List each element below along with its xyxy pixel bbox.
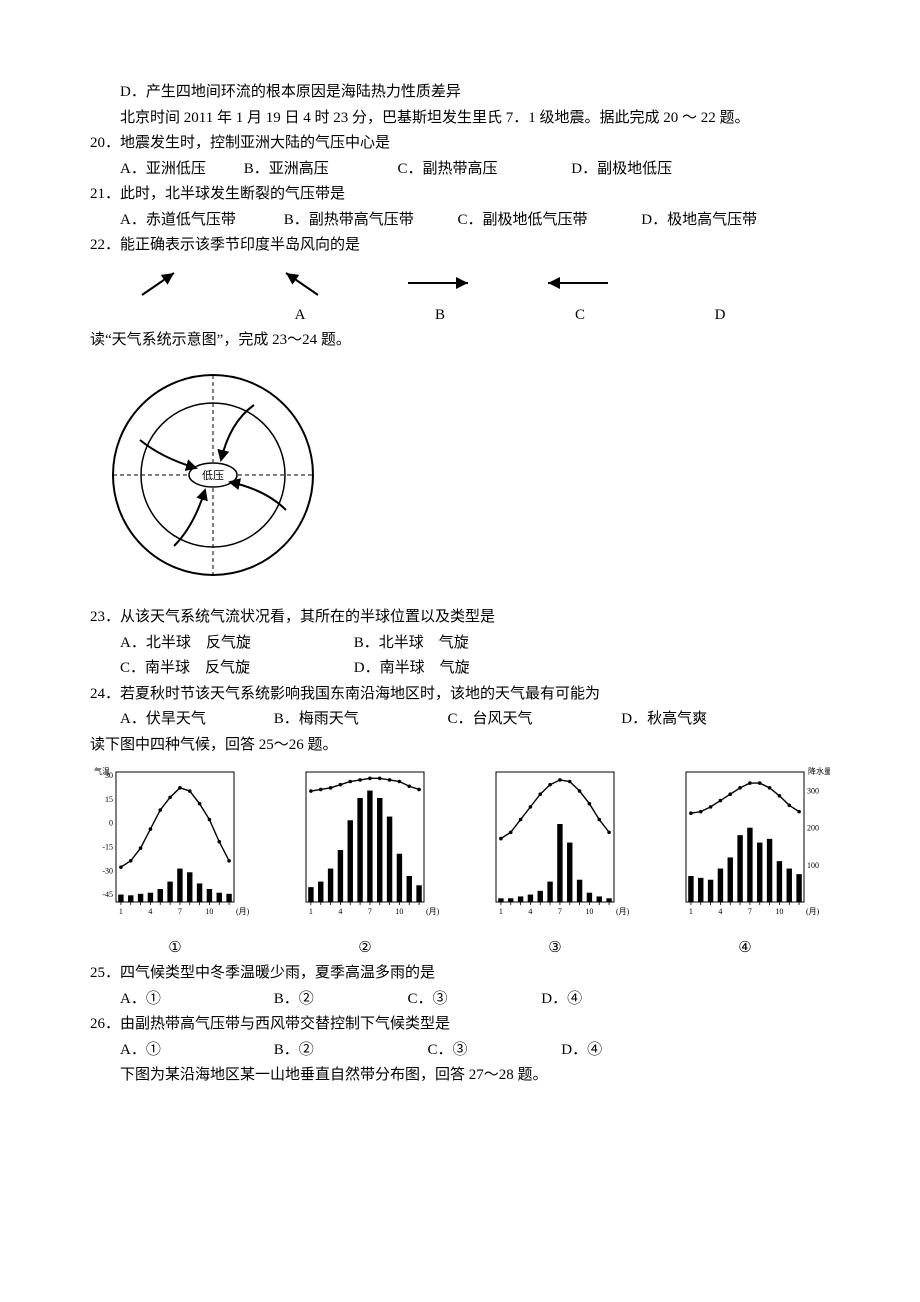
- q21-opt-a: A．赤道低气压带: [120, 208, 280, 234]
- svg-text:(月): (月): [616, 907, 630, 916]
- q23-opt-a: A．北半球 反气旋: [120, 631, 350, 657]
- svg-text:(月): (月): [236, 907, 250, 916]
- q26-opt-d: D．④: [561, 1038, 602, 1064]
- q23-options-row1: A．北半球 反气旋 B．北半球 气旋: [90, 631, 830, 657]
- svg-text:4: 4: [338, 907, 342, 916]
- q22-label-a: A: [245, 303, 355, 329]
- climate-label-2: ②: [280, 936, 450, 962]
- svg-text:7: 7: [748, 907, 752, 916]
- option-d-continuation: D．产生四地间环流的根本原因是海陆热力性质差异: [90, 80, 830, 106]
- q25-options: A．① B．② C．③ D．④: [90, 987, 830, 1013]
- q22-label-d: D: [665, 303, 775, 329]
- q20-options: A．亚洲低压 B．亚洲高压 C．副热带高压 D．副极地低压: [90, 157, 830, 183]
- question-20: 20．地震发生时，控制亚洲大陆的气压中心是: [90, 131, 830, 157]
- climate-chart-1: 气温30150-15-30-4514710(月): [90, 764, 260, 934]
- q24-opt-c: C．台风天气: [448, 707, 618, 733]
- q26-options: A．① B．② C．③ D．④: [90, 1038, 830, 1064]
- q26-opt-a: A．①: [120, 1038, 270, 1064]
- svg-text:1: 1: [309, 907, 313, 916]
- svg-text:降水量: 降水量: [808, 766, 830, 776]
- svg-text:200: 200: [807, 824, 819, 833]
- svg-text:300: 300: [807, 787, 819, 796]
- q22-arrow-a: [105, 265, 215, 301]
- q22-arrow-b: [245, 265, 355, 301]
- q21-options: A．赤道低气压带 B．副热带高气压带 C．副极地低气压带 D．极地高气压带: [90, 208, 830, 234]
- q22-arrow-labels: A B C D: [90, 303, 830, 329]
- intro-q27-28: 下图为某沿海地区某一山地垂直自然带分布图，回答 27～28 题。: [90, 1063, 830, 1089]
- q25-opt-d: D．④: [541, 987, 582, 1013]
- cyclone-center-label: 低压: [202, 469, 224, 482]
- svg-text:4: 4: [718, 907, 722, 916]
- q24-opt-d: D．秋高气爽: [621, 707, 707, 733]
- climate-chart-3: 1 4 7 10 (月): [470, 764, 640, 934]
- q20-opt-a: A．亚洲低压: [120, 157, 240, 183]
- svg-text:10: 10: [585, 907, 593, 916]
- svg-text:4: 4: [148, 907, 152, 916]
- cyclone-diagram: 低压: [98, 360, 831, 600]
- svg-text:(月): (月): [806, 907, 820, 916]
- climate-chart-2: 1 4 7 10 (月): [280, 764, 450, 934]
- svg-text:1: 1: [119, 907, 123, 916]
- svg-text:1: 1: [689, 907, 693, 916]
- svg-text:10: 10: [395, 907, 403, 916]
- q24-opt-a: A．伏旱天气: [120, 707, 270, 733]
- svg-text:30: 30: [105, 771, 113, 780]
- climate-charts-row: 气温30150-15-30-4514710(月) 14710(月) 14710(…: [90, 764, 830, 934]
- question-25: 25．四气候类型中冬季温暖少雨，夏季高温多雨的是: [90, 961, 830, 987]
- intro-q25-26: 读下图中四种气候，回答 25～26 题。: [90, 733, 830, 759]
- q26-opt-b: B．②: [274, 1038, 424, 1064]
- q25-opt-a: A．①: [120, 987, 270, 1013]
- climate-chart-4: 降水量80050040030020010014710(月): [660, 764, 830, 934]
- q22-arrow-d: [525, 265, 635, 301]
- q23-options-row2: C．南半球 反气旋 D．南半球 气旋: [90, 656, 830, 682]
- svg-text:10: 10: [205, 907, 213, 916]
- svg-text:-15: -15: [102, 843, 113, 852]
- svg-text:15: 15: [105, 795, 113, 804]
- svg-text:-45: -45: [102, 890, 113, 899]
- climate-label-3: ③: [470, 936, 640, 962]
- svg-text:-30: -30: [102, 866, 113, 875]
- q21-opt-b: B．副热带高气压带: [284, 208, 454, 234]
- svg-text:0: 0: [109, 819, 113, 828]
- intro-q23-24: 读“天气系统示意图”，完成 23～24 题。: [90, 328, 830, 354]
- q22-arrow-c: [385, 265, 495, 301]
- q24-opt-b: B．梅雨天气: [274, 707, 444, 733]
- intro-q20-22: 北京时间 2011 年 1 月 19 日 4 时 23 分，巴基斯坦发生里氏 7…: [90, 106, 830, 132]
- climate-label-4: ④: [660, 936, 830, 962]
- q23-opt-b: B．北半球 气旋: [354, 631, 469, 657]
- q20-opt-d: D．副极地低压: [571, 157, 672, 183]
- q20-opt-c: C．副热带高压: [398, 157, 568, 183]
- q25-opt-c: C．③: [408, 987, 538, 1013]
- question-22: 22．能正确表示该季节印度半岛风向的是: [90, 233, 830, 259]
- q22-label-b: B: [385, 303, 495, 329]
- q22-arrow-diagrams: [90, 265, 830, 301]
- svg-text:100: 100: [807, 861, 819, 870]
- q26-opt-c: C．③: [428, 1038, 558, 1064]
- svg-text:4: 4: [528, 907, 532, 916]
- svg-text:7: 7: [178, 907, 182, 916]
- q21-opt-d: D．极地高气压带: [641, 208, 757, 234]
- question-21: 21．此时，北半球发生断裂的气压带是: [90, 182, 830, 208]
- q21-opt-c: C．副极地低气压带: [458, 208, 638, 234]
- q23-opt-d: D．南半球 气旋: [354, 656, 470, 682]
- svg-text:1: 1: [499, 907, 503, 916]
- svg-text:10: 10: [775, 907, 783, 916]
- climate-label-1: ①: [90, 936, 260, 962]
- q24-options: A．伏旱天气 B．梅雨天气 C．台风天气 D．秋高气爽: [90, 707, 830, 733]
- svg-text:7: 7: [558, 907, 562, 916]
- q22-label-c: C: [525, 303, 635, 329]
- q20-opt-b: B．亚洲高压: [244, 157, 394, 183]
- q25-opt-b: B．②: [274, 987, 404, 1013]
- svg-text:7: 7: [368, 907, 372, 916]
- svg-text:(月): (月): [426, 907, 440, 916]
- question-26: 26．由副热带高气压带与西风带交替控制下气候类型是: [90, 1012, 830, 1038]
- question-23: 23．从该天气系统气流状况看，其所在的半球位置以及类型是: [90, 605, 830, 631]
- question-24: 24．若夏秋时节该天气系统影响我国东南沿海地区时，该地的天气最有可能为: [90, 682, 830, 708]
- q23-opt-c: C．南半球 反气旋: [120, 656, 350, 682]
- climate-chart-labels: ① ② ③ ④: [90, 936, 830, 962]
